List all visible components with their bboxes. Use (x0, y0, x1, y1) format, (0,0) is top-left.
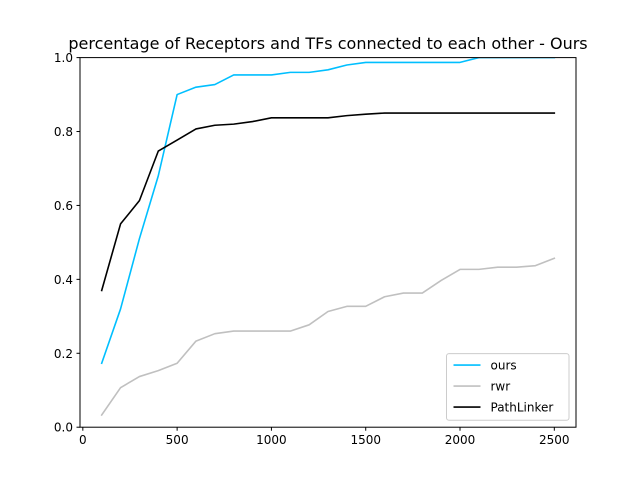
x-tick-label: 500 (166, 433, 189, 447)
legend-label: PathLinker (491, 400, 554, 414)
legend: ours rwr PathLinker (446, 353, 570, 421)
x-tick-label: 2000 (445, 433, 476, 447)
legend-box (446, 353, 570, 421)
y-tick-label: 0.4 (54, 273, 73, 287)
plot-frame (79, 57, 577, 428)
y-tick-label: 0.0 (54, 421, 73, 435)
x-tick-label: 2500 (539, 433, 570, 447)
series-line-pathlinker (100, 112, 556, 292)
axes: 0 500 1000 1500 2000 2500 0.0 0.2 0.4 0.6 0.8 1.0 (54, 51, 570, 447)
x-tick-label: 1500 (350, 433, 381, 447)
plot-area (100, 57, 556, 417)
legend-label: ours (491, 358, 517, 372)
legend-label: rwr (491, 379, 511, 393)
x-tick-label: 1000 (256, 433, 287, 447)
y-tick-label: 0.6 (54, 199, 73, 213)
series-line-ours (100, 57, 556, 365)
chart-title: percentage of Receptors and TFs connecte… (68, 34, 587, 53)
y-tick-label: 0.2 (54, 347, 73, 361)
y-tick-label: 1.0 (54, 51, 73, 65)
x-tick-label: 0 (79, 433, 87, 447)
series-line-rwr (100, 257, 556, 417)
y-tick-label: 0.8 (54, 125, 73, 139)
